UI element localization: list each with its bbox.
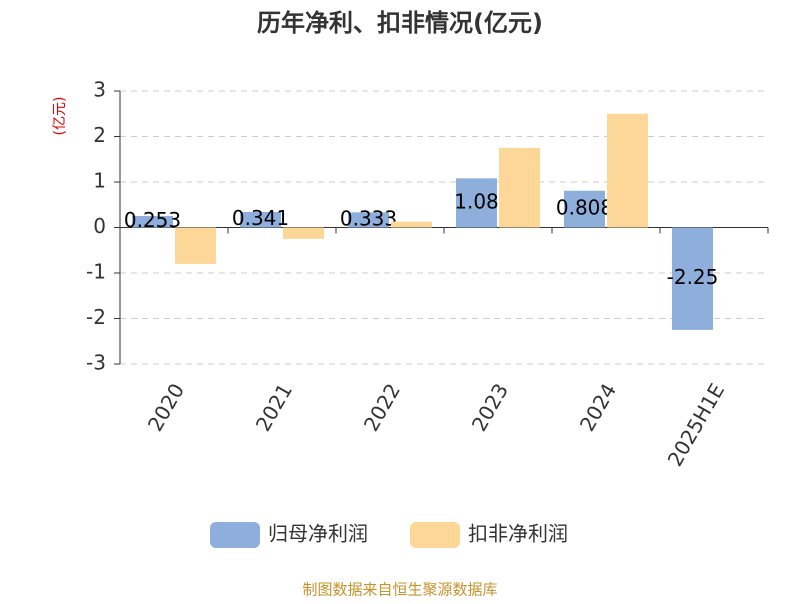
x-tick-label: 2020 bbox=[143, 379, 189, 435]
y-tick-label: -3 bbox=[86, 351, 106, 375]
chart-title: 历年净利、扣非情况(亿元) bbox=[257, 9, 543, 37]
x-tick-label: 2022 bbox=[359, 379, 405, 435]
x-tick-label: 2024 bbox=[575, 379, 621, 435]
bar bbox=[607, 113, 648, 228]
data-label: 0.253 bbox=[124, 208, 181, 232]
x-tick-label: 2023 bbox=[467, 379, 513, 435]
data-label: -2.25 bbox=[667, 265, 719, 289]
y-axis-label: (亿元) bbox=[52, 97, 68, 136]
legend-label: 归母净利润 bbox=[268, 522, 368, 546]
bar bbox=[348, 212, 389, 228]
source-note: 制图数据来自恒生聚源数据库 bbox=[302, 581, 497, 599]
y-tick-label: -1 bbox=[86, 260, 106, 284]
x-tick-label: 2021 bbox=[251, 379, 297, 435]
x-tick-label: 2025H1E bbox=[663, 379, 729, 470]
bar bbox=[499, 147, 540, 228]
y-tick-label: 3 bbox=[93, 78, 106, 102]
legend-label: 扣非净利润 bbox=[468, 522, 568, 546]
legend-swatch bbox=[210, 522, 260, 548]
data-label: 0.333 bbox=[340, 206, 397, 230]
bar bbox=[456, 178, 497, 228]
data-label: 0.808 bbox=[556, 196, 613, 220]
y-tick-label: 2 bbox=[93, 123, 106, 147]
bar bbox=[132, 215, 173, 228]
y-tick-label: 1 bbox=[93, 169, 106, 193]
y-tick-label: -2 bbox=[86, 305, 106, 329]
data-label: 0.341 bbox=[232, 206, 289, 230]
bar bbox=[175, 227, 216, 264]
bar bbox=[672, 227, 713, 330]
bar bbox=[283, 227, 324, 239]
bar bbox=[240, 211, 281, 228]
legend-swatch bbox=[410, 522, 460, 548]
data-label: 1.08 bbox=[454, 189, 499, 213]
bar bbox=[564, 190, 605, 228]
bar bbox=[391, 221, 432, 228]
y-tick-label: 0 bbox=[93, 214, 106, 238]
